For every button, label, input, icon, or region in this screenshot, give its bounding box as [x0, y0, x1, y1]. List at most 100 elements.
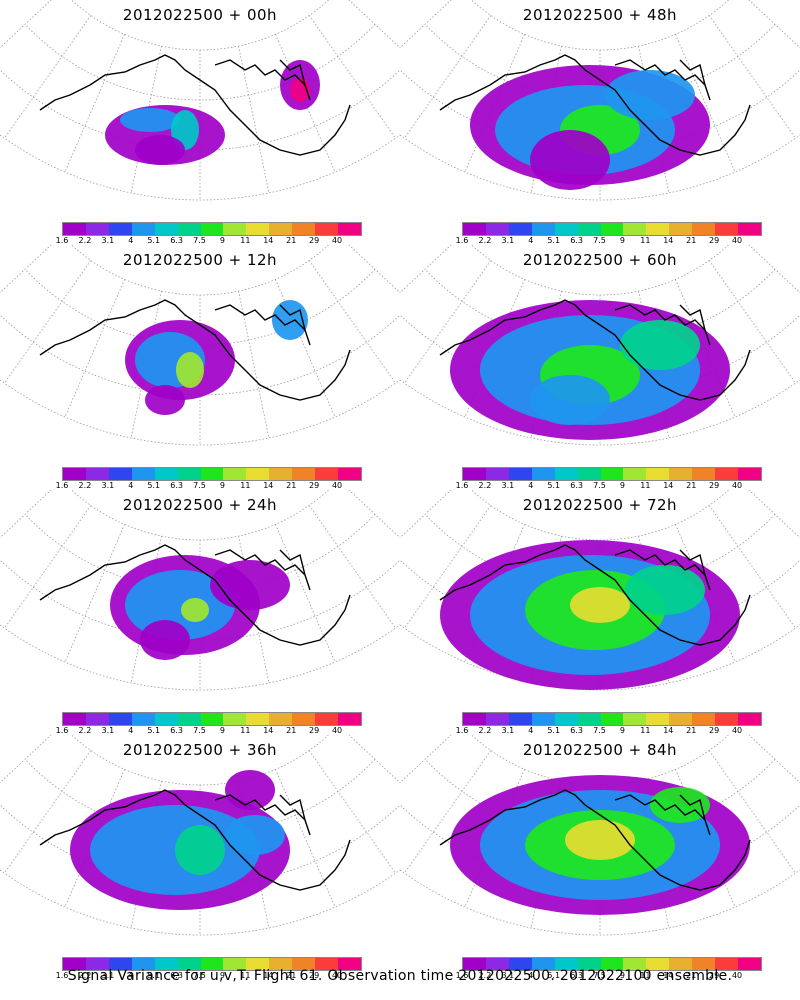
latitude-line [400, 804, 800, 886]
colorbar-tick-label: 29 [709, 481, 720, 490]
colorbar-swatch [577, 468, 601, 480]
colorbar-tick-label: 14 [263, 236, 274, 245]
colorbar-ticks: 1.6 2.2 3.1 4 5.1 6.3 7.5 9 11 14 21 29 40 [56, 236, 360, 246]
colorbar-tick-label: 4 [128, 236, 134, 245]
colorbar-swatch [623, 468, 647, 480]
colorbar-tick-label: 21 [686, 236, 697, 245]
colorbar-swatch [131, 958, 155, 970]
colorbar-swatch [85, 958, 109, 970]
coastline [39, 299, 351, 401]
colorbar-tick-label: 1.6 [55, 971, 69, 980]
meridian-line [400, 490, 452, 539]
latitude-line [471, 0, 729, 51]
colorbar-swatch [269, 223, 293, 235]
colorbar-swatch [108, 468, 132, 480]
meridian-line [675, 34, 736, 173]
colorbar-tick-label: 1.6 [55, 236, 69, 245]
colorbar-swatch [223, 223, 247, 235]
colorbar-tick-label: 40 [731, 971, 743, 980]
colorbar-swatch [338, 223, 361, 235]
colorbar-tick-label: 5.1 [147, 481, 161, 490]
colorbar-swatch [692, 958, 716, 970]
colorbar-swatch [338, 958, 361, 970]
colorbar-swatch [63, 468, 86, 480]
map-panel-p84: 2012022500 + 84h 1.6 2.2 3.1 4 5.1 6.3 7.5 9 11 14… [400, 735, 800, 980]
colorbar-swatch [63, 958, 86, 970]
colorbar-tick-label: 14 [263, 726, 274, 735]
colorbar-swatch [738, 223, 761, 235]
colorbar-tick-label: 5.1 [547, 971, 561, 980]
latitude-line [424, 514, 776, 591]
meridian-line [675, 279, 736, 418]
colorbar-tick-label: 9 [219, 481, 225, 490]
colorbar [62, 712, 362, 726]
colorbar-swatch [63, 223, 86, 235]
colorbar-tick-label: 9 [619, 971, 625, 980]
colorbar-swatch [577, 713, 601, 725]
colorbar-swatch [315, 223, 339, 235]
colorbar-swatch [692, 468, 716, 480]
map-panel-p24: 2012022500 + 24h 1.6 2.2 3.1 4 5.1 6.3 7.5 9 11 14… [0, 490, 400, 735]
latitude-line [24, 759, 376, 836]
colorbar-tick-label: 14 [663, 236, 674, 245]
colorbar-tick-label: 3.1 [101, 236, 115, 245]
colorbar-tick-label: 29 [709, 971, 720, 980]
colorbar-swatch [646, 713, 670, 725]
variance-region [181, 598, 209, 622]
meridian-line [4, 15, 92, 139]
colorbar-tick-label: 3.1 [501, 726, 515, 735]
colorbar-tick-label: 1.6 [455, 726, 469, 735]
colorbar-swatch [223, 468, 247, 480]
colorbar-swatch [669, 958, 693, 970]
meridian-line [748, 490, 800, 539]
colorbar-tick-label: 3.1 [101, 971, 115, 980]
colorbar-swatch [600, 468, 624, 480]
colorbar-ticks: 1.6 2.2 3.1 4 5.1 6.3 7.5 9 11 14 21 29 40 [456, 236, 760, 246]
latitude-line [400, 559, 800, 641]
colorbar-tick-label: 7.5 [193, 971, 206, 980]
variance-region [565, 820, 635, 860]
latitude-line [71, 490, 329, 541]
colorbar-tick-label: 1.6 [455, 971, 469, 980]
panel-title: 2012022500 + 48h [522, 6, 678, 24]
colorbar-tick-label: 11 [640, 971, 651, 980]
variance-region [135, 135, 185, 165]
colorbar-tick-label: 29 [709, 726, 720, 735]
colorbar-swatch [269, 713, 293, 725]
colorbar-swatch [200, 713, 224, 725]
latitude-line [400, 134, 800, 201]
meridian-line [748, 245, 800, 294]
variance-region [530, 130, 610, 190]
colorbar-swatch [246, 958, 270, 970]
polar-stereographic-map [0, 735, 400, 936]
colorbar-tick-label: 14 [663, 726, 674, 735]
colorbar-tick-label: 5.1 [547, 481, 561, 490]
colorbar-swatch [223, 958, 247, 970]
colorbar-tick-label: 21 [286, 481, 297, 490]
colorbar-swatch [292, 713, 316, 725]
map-panel-p12: 2012022500 + 12h 1.6 2.2 3.1 4 5.1 6.3 7.5 9 11 14… [0, 245, 400, 490]
meridian-line [4, 505, 92, 629]
colorbar-ticks: 1.6 2.2 3.1 4 5.1 6.3 7.5 9 11 14 21 29 40 [456, 726, 760, 736]
colorbar-tick-label: 5.1 [147, 971, 161, 980]
colorbar-swatch [623, 958, 647, 970]
meridian-line [64, 279, 125, 418]
colorbar-ticks: 1.6 2.2 3.1 4 5.1 6.3 7.5 9 11 14 21 29 40 [456, 481, 760, 491]
variance-region [210, 560, 290, 610]
colorbar-tick-label: 29 [309, 726, 320, 735]
colorbar-tick-label: 11 [240, 971, 251, 980]
meridian-line [708, 260, 796, 384]
colorbar-swatch [292, 223, 316, 235]
colorbar-swatch [554, 223, 578, 235]
colorbar-tick-label: 2.2 [478, 971, 492, 980]
meridian-line [348, 245, 400, 294]
colorbar-tick-label: 6.3 [170, 971, 183, 980]
colorbar-swatch [600, 713, 624, 725]
colorbar-tick-label: 9 [619, 236, 625, 245]
colorbar-tick-label: 4 [528, 971, 534, 980]
variance-region [530, 375, 610, 425]
colorbar-swatch [715, 958, 739, 970]
panel-title: 2012022500 + 60h [522, 251, 678, 269]
meridian-line [238, 45, 270, 194]
meridian-line [238, 290, 270, 439]
